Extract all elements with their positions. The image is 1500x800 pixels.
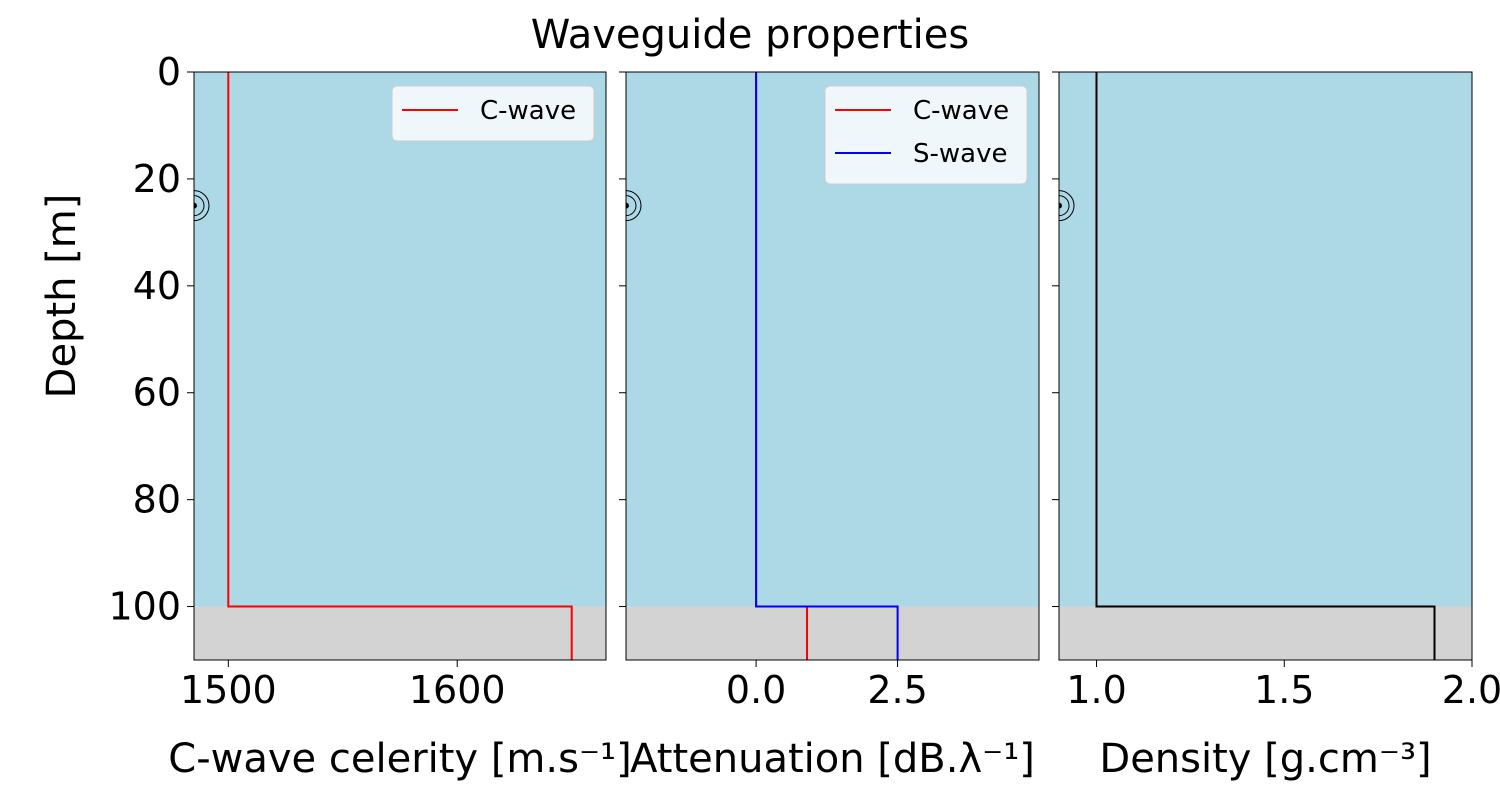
- source-ring: [1059, 190, 1075, 222]
- x-axis-label: Density [g.cm⁻³]: [1099, 736, 1431, 782]
- water-layer: [194, 72, 606, 607]
- x-axis-label: Attenuation [dB.λ⁻¹]: [630, 736, 1035, 782]
- axes-frame: [193, 71, 607, 661]
- panel-1: 0 20 40 60 80 100 1500 1600 C-wave celerity [m.s…: [39, 50, 632, 782]
- y-tick-label: 80: [133, 478, 181, 522]
- source-point: [1059, 202, 1062, 209]
- y-tick-label: 60: [133, 371, 181, 415]
- x-tick-label: 0.0: [726, 668, 786, 712]
- figure-title: Waveguide properties: [531, 12, 969, 58]
- source-marker: [1059, 190, 1075, 222]
- source-ring: [194, 190, 210, 222]
- series-c-wave-line: [227, 72, 573, 660]
- x-tick-label: 2.5: [867, 668, 927, 712]
- series-s-wave-line: [755, 72, 899, 660]
- seabed-layer: [1059, 606, 1472, 660]
- legend-label-s-wave: S-wave: [913, 139, 1007, 169]
- x-tick-label: 1.5: [1254, 668, 1314, 712]
- x-tick-label: 1600: [409, 668, 506, 712]
- y-tick-label: 40: [133, 264, 181, 308]
- legend-label-c-wave: C-wave: [913, 96, 1009, 126]
- legend: C-wave S-wave: [824, 85, 1028, 185]
- x-axis-label: C-wave celerity [m.s⁻¹]: [168, 736, 631, 782]
- y-axis-label: Depth [m]: [39, 194, 85, 399]
- y-tick-label: 100: [108, 585, 181, 629]
- source-ring: [194, 195, 205, 217]
- legend: C-wave: [391, 85, 595, 142]
- series-density-line: [1095, 72, 1436, 660]
- x-tick-label: 2.0: [1442, 668, 1500, 712]
- water-layer: [1059, 72, 1472, 607]
- y-tick-label: 20: [133, 157, 181, 201]
- source-point: [194, 202, 197, 209]
- legend-label-c-wave: C-wave: [480, 96, 576, 126]
- source-ring: [1059, 195, 1070, 217]
- series-lines: [227, 72, 573, 660]
- series-lines: [1095, 72, 1436, 660]
- axes-frame: [625, 71, 1040, 661]
- series-lines: [755, 72, 899, 660]
- source-point: [626, 202, 629, 209]
- y-tick-label: 0: [157, 50, 181, 94]
- legend-box: [391, 85, 595, 142]
- seabed-layer: [194, 606, 606, 660]
- source-ring: [626, 195, 637, 217]
- axes-frame: [1058, 71, 1473, 661]
- x-tick-label: 1.0: [1066, 668, 1126, 712]
- panel-2: 0.0 2.5 Attenuation [dB.λ⁻¹] C-wave S-wave: [619, 71, 1040, 782]
- chart-panels: 0 20 40 60 80 100 1500 1600 C-wave celerity [m.s…: [39, 50, 1500, 782]
- x-tick-label: 1500: [180, 668, 277, 712]
- seabed-layer: [626, 606, 1039, 660]
- source-ring: [626, 190, 642, 222]
- source-marker: [194, 190, 210, 222]
- source-marker: [626, 190, 642, 222]
